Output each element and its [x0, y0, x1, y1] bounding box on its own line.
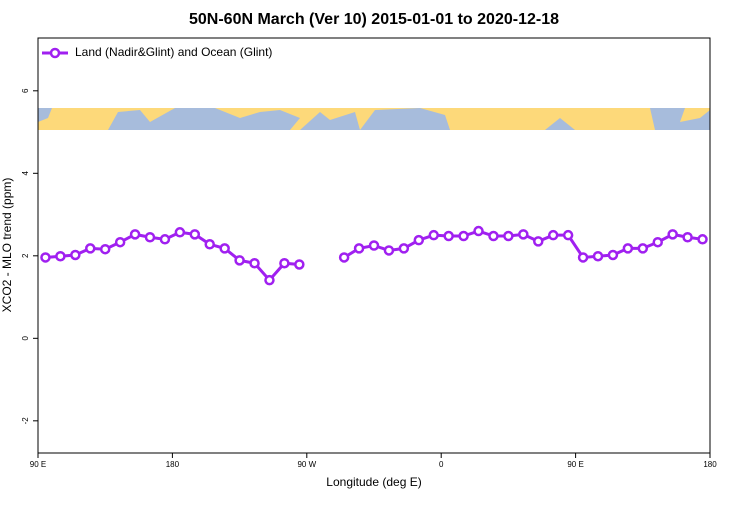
data-point	[697, 234, 708, 245]
y-tick-label: 4	[21, 171, 30, 176]
data-point	[55, 250, 66, 262]
legend-marker	[49, 47, 61, 59]
data-point	[518, 229, 529, 240]
data-point	[637, 243, 649, 254]
data-point	[562, 229, 574, 241]
data-point	[488, 230, 499, 242]
data-point	[219, 243, 230, 254]
data-point	[353, 243, 365, 254]
data-point	[652, 236, 663, 248]
map-band	[38, 108, 710, 130]
data-point	[443, 230, 454, 242]
data-point	[144, 231, 156, 243]
data-point	[533, 236, 544, 247]
data-point	[159, 234, 171, 245]
data-point	[249, 257, 260, 269]
y-axis-label: XCO2 - MLO trend (ppm)	[0, 178, 14, 313]
data-point	[667, 229, 678, 240]
legend-label: Land (Nadir&Glint) and Ocean (Glint)	[75, 45, 272, 59]
data-point	[622, 243, 634, 254]
data-point	[85, 243, 96, 254]
data-point	[114, 236, 126, 248]
data-point	[413, 234, 425, 246]
data-point	[682, 231, 693, 243]
data-point	[279, 257, 290, 269]
data-point	[607, 249, 619, 261]
data-point	[99, 243, 111, 255]
data-point	[189, 229, 201, 240]
x-tick-label: 90 E	[30, 460, 46, 469]
x-tick-label: 180	[703, 460, 717, 469]
x-tick-label: 90 E	[567, 460, 583, 469]
y-tick-label: 2	[21, 253, 30, 258]
data-point	[592, 250, 604, 262]
y-tick-label: 6	[21, 88, 30, 93]
x-tick-label: 90 W	[297, 460, 316, 469]
data-point	[129, 229, 141, 240]
data-point	[503, 230, 514, 242]
data-point	[70, 249, 81, 261]
data-point	[368, 240, 380, 251]
data-point	[577, 252, 589, 263]
x-tick-label: 0	[439, 460, 444, 469]
data-point	[398, 243, 410, 254]
y-tick-label: 0	[21, 336, 30, 341]
data-line	[45, 230, 300, 283]
data-point	[204, 239, 215, 250]
data-point	[264, 274, 275, 286]
data-point	[174, 227, 186, 238]
data-point	[294, 259, 305, 270]
data-point	[383, 245, 395, 256]
data-point	[458, 230, 469, 242]
data-point	[40, 252, 51, 263]
data-point	[547, 229, 559, 241]
data-point	[234, 255, 245, 266]
data-point	[473, 225, 484, 237]
data-point	[338, 252, 350, 263]
x-tick-label: 180	[166, 460, 180, 469]
y-tick-label: -2	[21, 417, 30, 425]
chart-title: 50N-60N March (Ver 10) 2015-01-01 to 202…	[189, 11, 559, 28]
plot-frame	[37, 37, 711, 454]
x-axis-label: Longitude (deg E)	[326, 475, 421, 489]
data-point	[428, 229, 439, 241]
